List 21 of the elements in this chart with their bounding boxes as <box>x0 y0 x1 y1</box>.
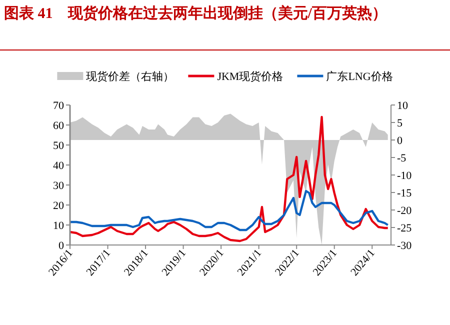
y2-tick-label: -25 <box>397 222 412 234</box>
y2-tick-label: -10 <box>397 170 412 182</box>
y-tick-label: 50 <box>53 140 64 152</box>
chart-title: 图表 41 现货价格在过去两年出现倒挂（美元/百万英热） <box>4 4 387 22</box>
y2-tick-label: 10 <box>397 100 408 112</box>
y-tick-label: 20 <box>53 200 64 212</box>
y2-tick-label: -5 <box>397 152 407 164</box>
y-tick-label: 10 <box>53 220 64 232</box>
y2-tick-label: -20 <box>397 205 412 217</box>
y2-tick-label: -15 <box>397 188 412 200</box>
y2-tick-label: 0 <box>397 135 403 147</box>
y2-tick-label: 5 <box>397 118 403 130</box>
legend-label: 现货价差（右轴） <box>86 70 174 83</box>
y-tick-label: 40 <box>53 160 64 172</box>
y-tick-label: 70 <box>53 100 64 112</box>
y-tick-label: 30 <box>53 180 64 192</box>
legend-label: JKM现货价格 <box>217 71 284 83</box>
legend-label: 广东LNG价格 <box>326 70 393 83</box>
y2-tick-label: -30 <box>397 240 412 252</box>
y-tick-label: 60 <box>53 120 64 132</box>
y-tick-label: 0 <box>58 240 64 252</box>
